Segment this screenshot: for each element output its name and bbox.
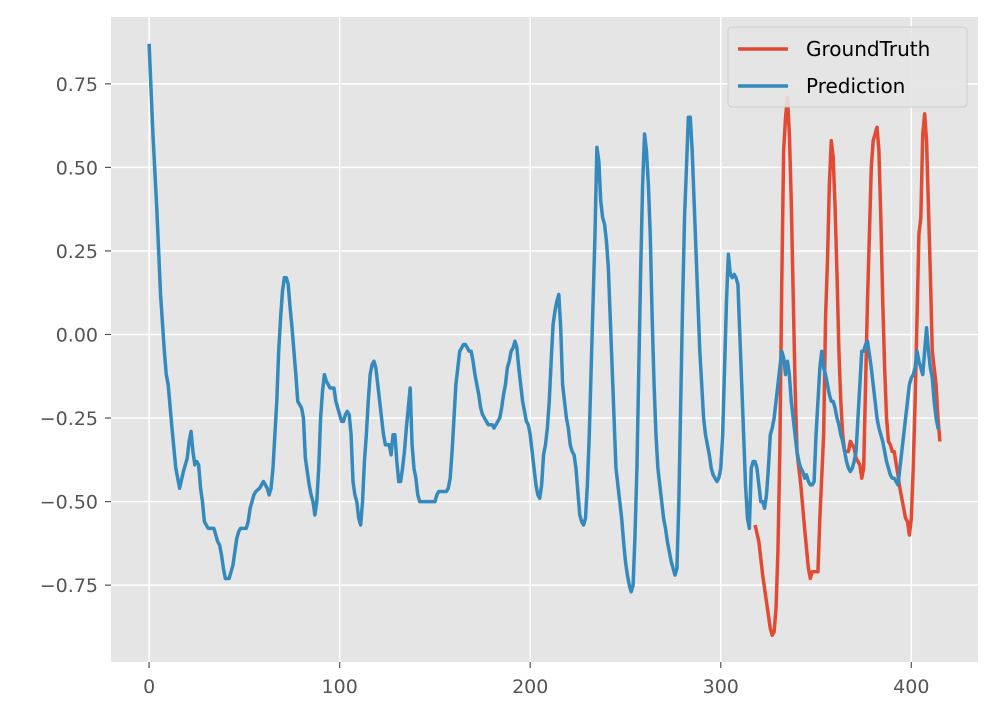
y-tick-label: −0.25 [40, 408, 98, 430]
x-axis: 0 100 200 300 400 [143, 662, 929, 698]
legend: GroundTruth Prediction [727, 26, 968, 108]
x-tick-label: 400 [893, 676, 929, 698]
legend-label-prediction: Prediction [806, 74, 905, 98]
x-tick-label: 0 [143, 676, 155, 698]
y-tick-label: 0.00 [56, 324, 98, 346]
y-tick-label: −0.75 [40, 575, 98, 597]
y-tick-label: −0.50 [40, 492, 98, 514]
x-tick-label: 100 [322, 676, 358, 698]
series-line-prediction [147, 43, 940, 594]
grid [111, 17, 978, 662]
x-tick-label: 300 [703, 676, 739, 698]
y-tick-label: 0.75 [56, 74, 98, 96]
x-tick-label: 200 [512, 676, 548, 698]
plot-background [111, 17, 978, 662]
series-lines [147, 43, 942, 638]
y-tick-label: 0.25 [56, 241, 98, 263]
y-axis: −0.75 −0.50 −0.25 0.00 0.25 0.50 0.75 [40, 74, 111, 597]
legend-label-groundtruth: GroundTruth [806, 37, 930, 61]
y-tick-label: 0.50 [56, 157, 98, 179]
